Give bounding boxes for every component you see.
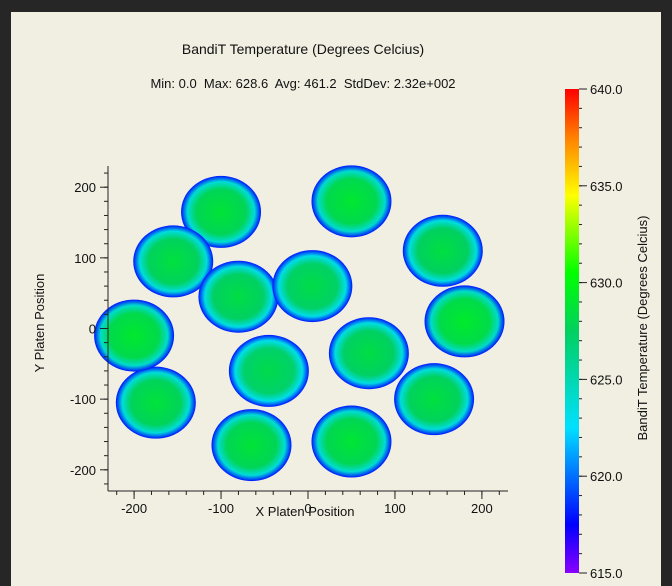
colorbar: 640.0 635.0 630.0 625.0 620.0 615.0	[565, 82, 623, 581]
colorbar-tick-label: 640.0	[590, 82, 623, 97]
colorbar-tick-label: 615.0	[590, 566, 623, 581]
colorbar-scale	[565, 89, 579, 573]
x-tick-label: -200	[121, 501, 147, 516]
wafer-4	[424, 285, 505, 358]
x-tick-label: 100	[384, 501, 406, 516]
colorbar-title: BandiT Temperature (Degrees Celcius)	[635, 216, 650, 441]
y-axis-title: Y Platen Position	[32, 274, 47, 373]
wafer-9	[94, 299, 175, 372]
wafer-3	[402, 214, 483, 287]
wafer-5	[394, 363, 475, 436]
y-tick-label: 200	[74, 180, 96, 195]
wafer-1	[181, 175, 262, 248]
x-tick-label: -100	[208, 501, 234, 516]
y-tick-label: 0	[89, 322, 96, 337]
plot-axes: -200 -100 0 100 200 -200 -100 0 100 200	[70, 166, 508, 516]
wafer-13	[328, 317, 409, 390]
y-tick-label: -200	[70, 463, 96, 478]
wafer-11	[198, 260, 279, 333]
temperature-map-chart: BandiT Temperature (Degrees Celcius) Min…	[32, 41, 650, 581]
wafer-10	[133, 225, 214, 298]
y-tick-label: 100	[74, 251, 96, 266]
y-tick-label: -100	[70, 392, 96, 407]
x-axis-title: X Platen Position	[255, 504, 354, 519]
colorbar-tick-label: 625.0	[590, 372, 623, 387]
wafer-12	[272, 250, 353, 323]
wafer-layer	[94, 165, 505, 482]
wafer-7	[211, 409, 292, 482]
x-tick-label: 200	[471, 501, 493, 516]
x-tick-label: 0	[304, 501, 311, 516]
colorbar-tick-label: 620.0	[590, 469, 623, 484]
colorbar-tick-label: 630.0	[590, 276, 623, 291]
chart-title: BandiT Temperature (Degrees Celcius)	[182, 41, 424, 57]
chart-stats: Min: 0.0 Max: 628.6 Avg: 461.2 StdDev: 2…	[150, 76, 455, 91]
wafer-14	[228, 334, 309, 407]
wafer-2	[311, 165, 392, 238]
wafer-6	[311, 405, 392, 478]
chart-panel: BandiT Temperature (Degrees Celcius) Min…	[11, 12, 661, 586]
wafer-8	[115, 366, 196, 439]
colorbar-tick-label: 635.0	[590, 179, 623, 194]
